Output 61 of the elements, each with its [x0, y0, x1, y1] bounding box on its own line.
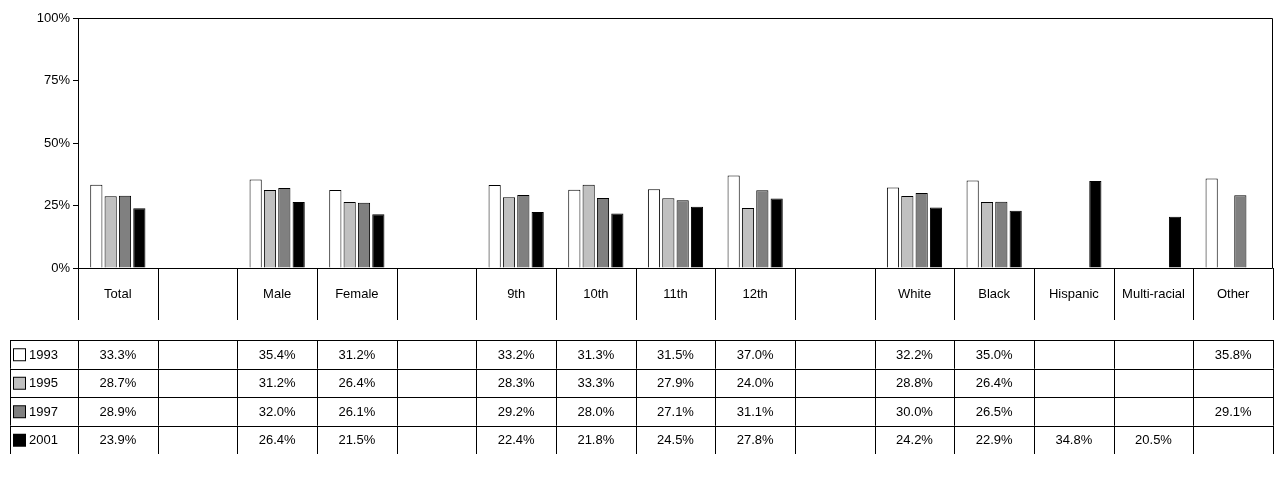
- data-label: 31.5%: [657, 346, 695, 362]
- data-label: 24.2%: [896, 432, 934, 448]
- y-tick-label: 25%: [43, 197, 71, 213]
- data-label: 26.4%: [258, 432, 297, 448]
- data-label: 28.9%: [99, 403, 137, 419]
- data-label: 27.9%: [657, 375, 695, 391]
- data-label: 26.5%: [975, 403, 1014, 419]
- data-label: 26.1%: [338, 403, 376, 419]
- data-label: 33.3%: [577, 375, 615, 391]
- y-tick-label: 50%: [43, 134, 71, 150]
- data-label: 24.0%: [736, 375, 775, 391]
- data-label: 22.4%: [497, 432, 536, 448]
- data-label: 31.3%: [577, 346, 615, 362]
- x-tick-label: Total: [104, 285, 132, 301]
- data-label: 28.7%: [99, 375, 137, 391]
- data-label: 35.0%: [975, 346, 1014, 362]
- data-label: 29.2%: [497, 403, 536, 419]
- data-label: 35.8%: [1214, 346, 1253, 362]
- x-tick-label: 9th: [507, 285, 526, 301]
- x-tick-label: White: [897, 285, 932, 301]
- y-tick-label: 75%: [43, 72, 71, 88]
- data-label: 29.1%: [1214, 403, 1253, 419]
- x-tick-label: Other: [1216, 285, 1251, 301]
- data-label: 32.0%: [258, 403, 297, 419]
- x-tick-label: 11th: [663, 285, 688, 301]
- data-label: 34.8%: [1055, 432, 1093, 448]
- x-tick-label: Male: [263, 285, 292, 301]
- data-label: 26.4%: [338, 375, 376, 391]
- legend-label: 2001: [29, 432, 58, 448]
- data-label: 26.4%: [975, 375, 1014, 391]
- data-label: 21.5%: [338, 432, 376, 448]
- data-label: 31.2%: [258, 375, 297, 391]
- x-tick-label: Black: [978, 285, 1011, 301]
- data-label: 37.0%: [736, 346, 775, 362]
- x-tick-label: 10th: [583, 285, 609, 301]
- data-label: 31.1%: [736, 403, 775, 419]
- data-label: 27.1%: [657, 403, 695, 419]
- data-label: 21.8%: [577, 432, 615, 448]
- y-tick-label: 100%: [36, 9, 71, 25]
- x-tick-label: Hispanic: [1048, 285, 1100, 301]
- data-label: 35.4%: [258, 346, 297, 362]
- data-label: 32.2%: [896, 346, 934, 362]
- x-tick-label: 12th: [742, 285, 768, 301]
- data-label: 23.9%: [99, 432, 137, 448]
- data-label: 28.3%: [497, 375, 536, 391]
- data-label: 33.3%: [99, 346, 137, 362]
- data-label: 27.8%: [736, 432, 775, 448]
- data-label: 31.2%: [338, 346, 376, 362]
- legend-label: 1997: [29, 403, 58, 419]
- data-label: 20.5%: [1135, 432, 1173, 448]
- data-label: 22.9%: [975, 432, 1014, 448]
- data-label: 30.0%: [896, 403, 934, 419]
- data-label: 24.5%: [657, 432, 695, 448]
- data-label: 28.8%: [896, 375, 934, 391]
- x-tick-label: Female: [335, 285, 379, 301]
- data-label: 28.0%: [577, 403, 615, 419]
- y-tick-label: 0%: [51, 259, 71, 275]
- legend-label: 1995: [29, 375, 58, 391]
- data-label: 33.2%: [497, 346, 536, 362]
- x-tick-label: Multi-racial: [1122, 285, 1186, 301]
- legend-label: 1993: [29, 346, 58, 362]
